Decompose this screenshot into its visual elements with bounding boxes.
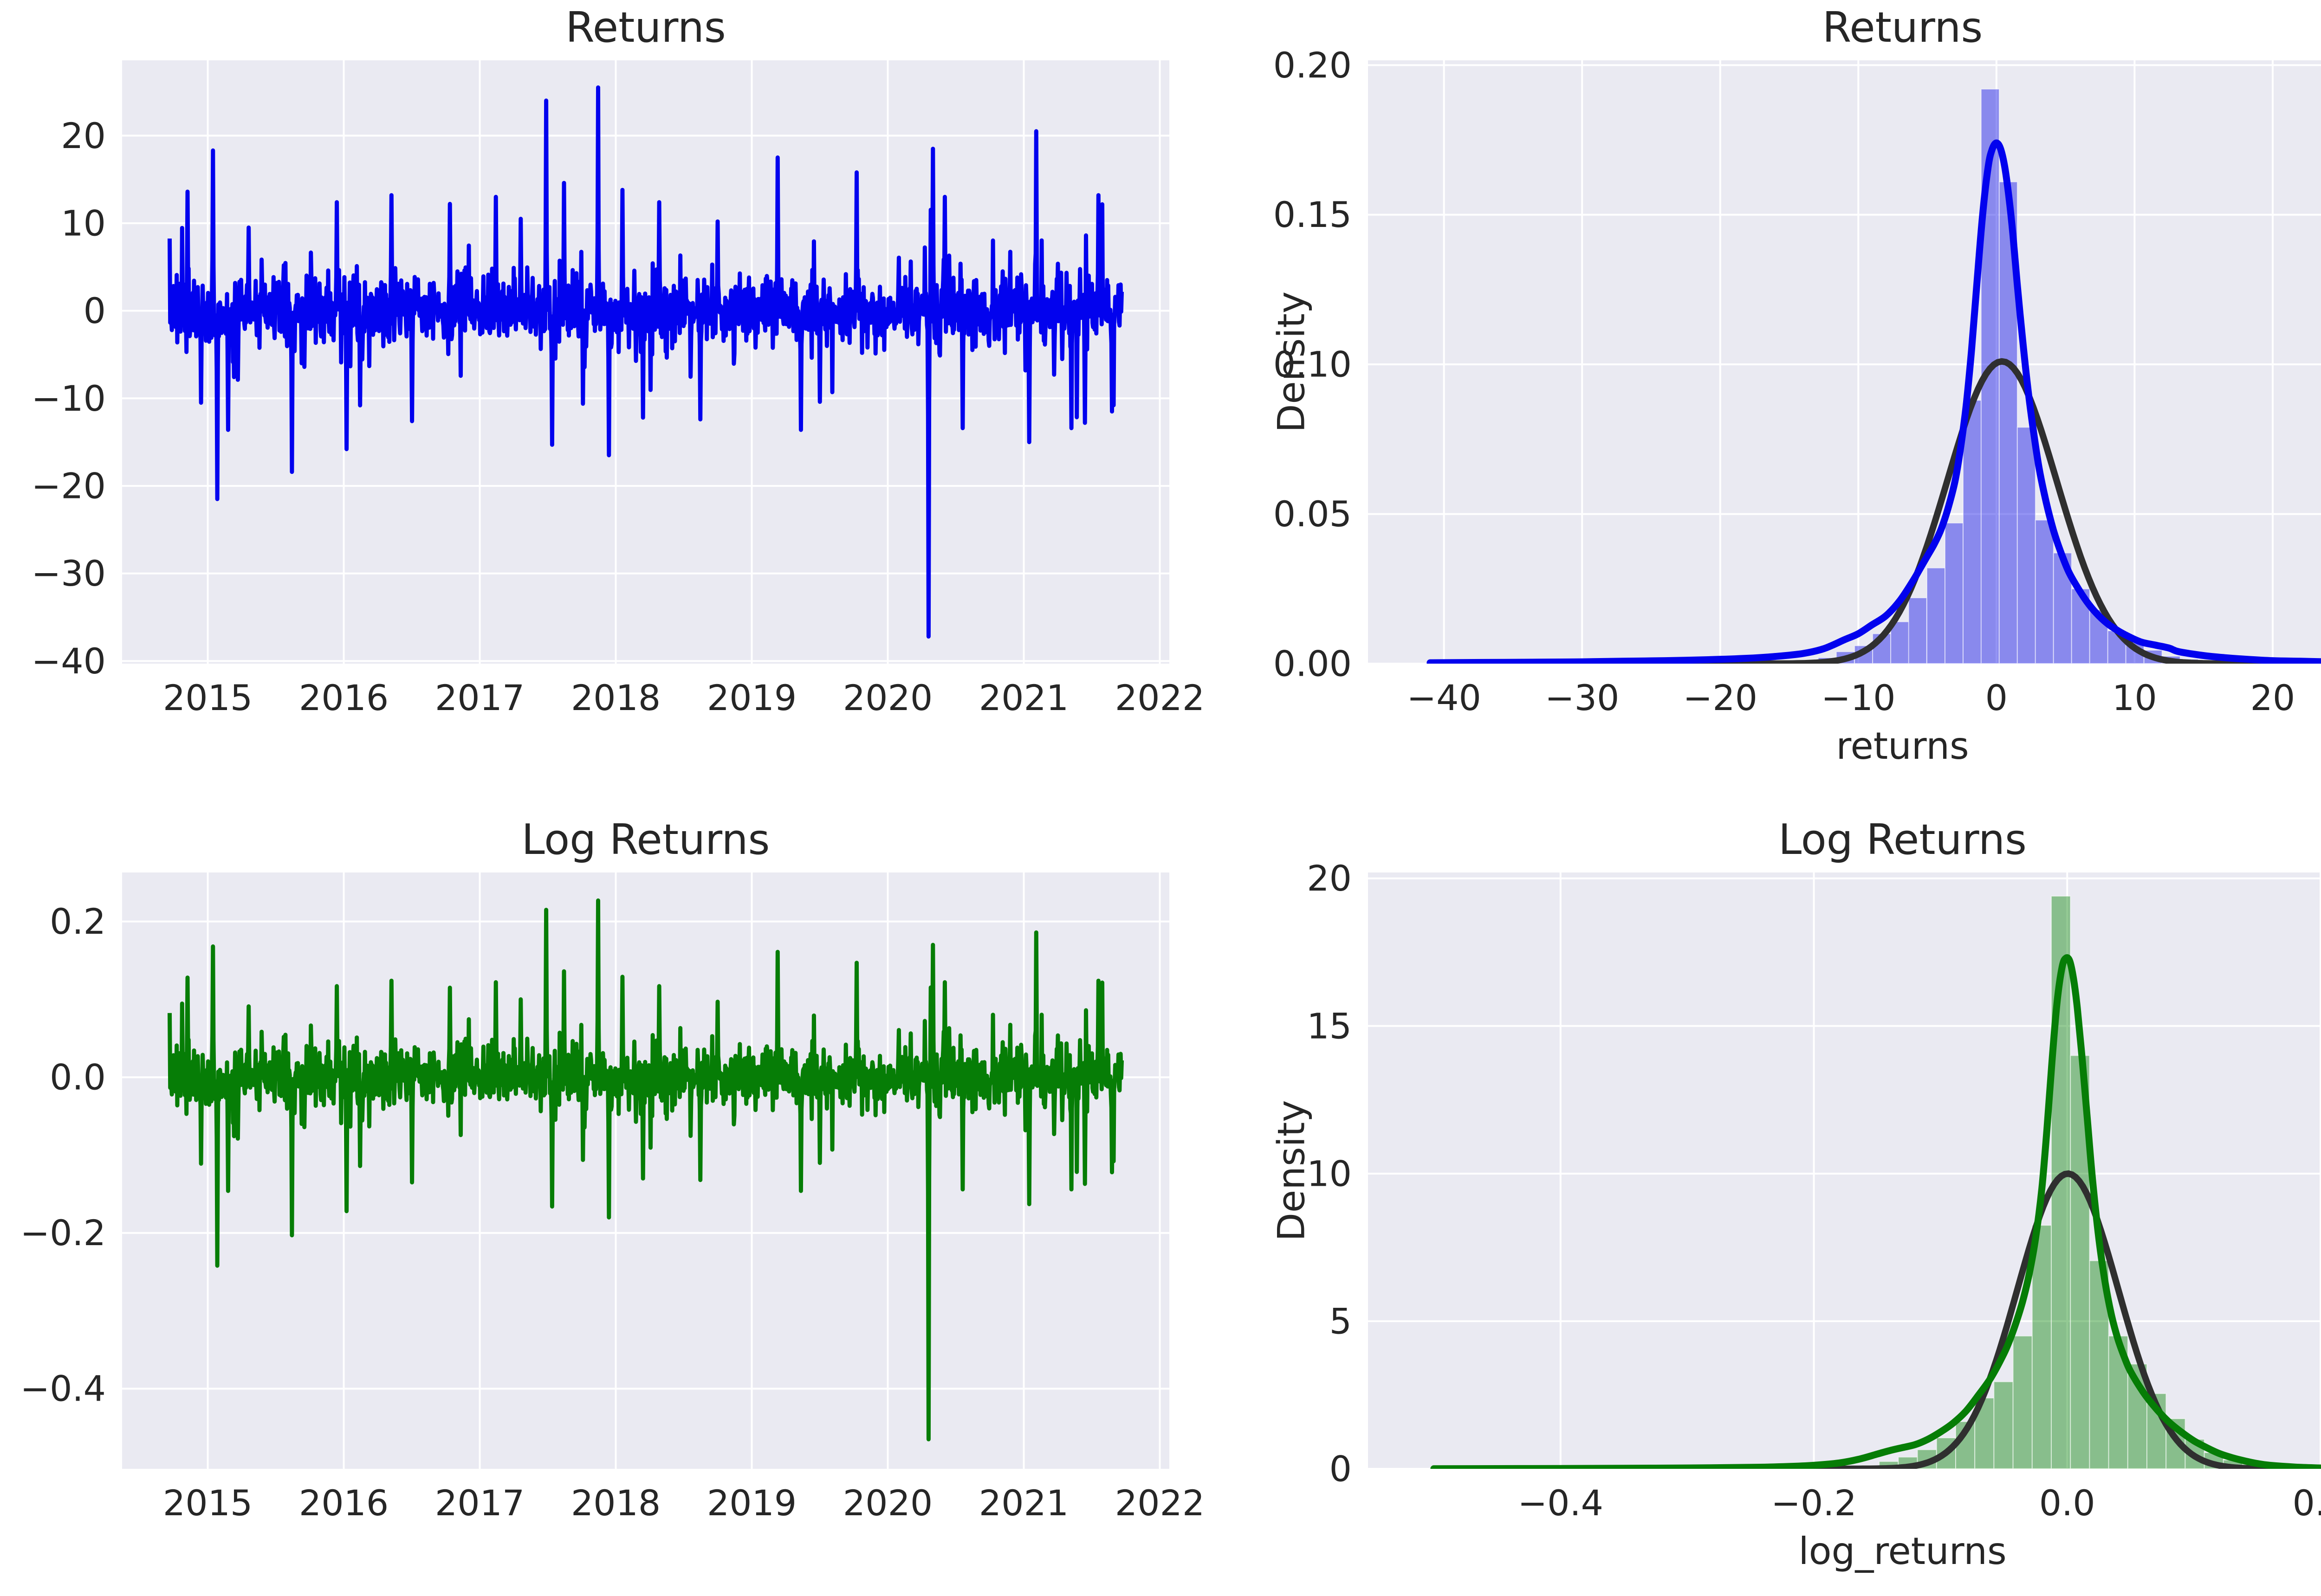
subplot-log-returns-hist: −0.4 −0.2 0.0 0.2 0 5 10 15 20 Log Returns log_ret… — [1270, 815, 2321, 1573]
x-tick-label: 2020 — [843, 1482, 933, 1524]
y-tick-label: 10 — [1307, 1153, 1352, 1194]
x-tick-label: 2022 — [1115, 1482, 1205, 1524]
x-tick-label: 0.2 — [2293, 1482, 2321, 1524]
chart-title-returns-line: Returns — [565, 3, 726, 52]
y-tick-label: 5 — [1329, 1300, 1352, 1342]
x-tick-label: 2015 — [163, 677, 253, 718]
kde-curve-log-returns-hist — [1430, 954, 2321, 1469]
x-tick-label: 2018 — [571, 1482, 661, 1524]
normal-curve-returns-hist — [1426, 358, 2321, 664]
x-axis-label-returns-hist: returns — [1836, 724, 1969, 768]
x-tick-label: 0.0 — [2039, 1482, 2095, 1524]
y-tick-label: 15 — [1307, 1005, 1352, 1047]
y-tick-label: 0.2 — [50, 901, 106, 942]
y-tick-label: 0.20 — [1273, 45, 1352, 86]
y-tick-label: −30 — [32, 553, 106, 594]
x-tick-label: 2022 — [1115, 677, 1205, 718]
x-tick-label: 2018 — [571, 677, 661, 718]
x-tick-label: −20 — [1683, 677, 1757, 718]
x-tick-label: 2017 — [435, 1482, 525, 1524]
histogram-bars-returns-hist — [1473, 88, 2289, 664]
y-tick-label: 10 — [61, 202, 106, 244]
y-tick-label: 0.05 — [1273, 493, 1352, 535]
x-tick-label: 2017 — [435, 677, 525, 718]
y-tick-label: 0.0 — [50, 1057, 106, 1098]
tick-labels-log-returns-hist: −0.4 −0.2 0.0 0.2 0 5 10 15 20 — [1307, 858, 2321, 1524]
chart-title-log-returns-line: Log Returns — [522, 815, 770, 864]
y-tick-label: −40 — [32, 640, 106, 682]
x-tick-label: 2021 — [979, 677, 1069, 718]
x-tick-label: 2019 — [707, 1482, 797, 1524]
x-tick-label: 2019 — [707, 677, 797, 718]
axes-background-returns-hist — [1368, 60, 2321, 664]
x-tick-label: 2015 — [163, 1482, 253, 1524]
x-axis-label-log-returns-hist: log_returns — [1798, 1530, 2006, 1573]
x-tick-label: 10 — [2112, 677, 2157, 718]
subplot-returns-line: 2015 2016 2017 2018 2019 2020 2021 2022 20 10 0 −10… — [32, 3, 1205, 718]
tick-labels-returns-line: 2015 2016 2017 2018 2019 2020 2021 2022 20 10 0 −10… — [32, 115, 1205, 718]
y-tick-label: 0 — [84, 290, 106, 331]
x-tick-label: 2021 — [979, 1482, 1069, 1524]
y-tick-label: 0.00 — [1273, 643, 1352, 685]
x-tick-label: 2020 — [843, 677, 933, 718]
tick-labels-log-returns-line: 2015 2016 2017 2018 2019 2020 2021 2022 0.2 0.0 −0… — [20, 901, 1205, 1524]
y-tick-label: 20 — [1307, 858, 1352, 899]
axes-background-log-returns-hist — [1368, 872, 2321, 1469]
series-line-log-returns-line — [168, 898, 1124, 1441]
series-line-returns-line — [168, 85, 1124, 639]
x-tick-label: −40 — [1407, 677, 1481, 718]
x-tick-label: −0.4 — [1517, 1482, 1603, 1524]
x-tick-label: 0 — [1985, 677, 2008, 718]
subplot-returns-hist: −40−30−20−1001020300.000.050.100.150.20R… — [1270, 3, 2321, 768]
x-tick-label: 20 — [2250, 677, 2295, 718]
chart-title-log-returns-hist: Log Returns — [1778, 815, 2027, 864]
y-tick-label: −20 — [32, 465, 106, 506]
axes-background-returns-line — [122, 60, 1169, 664]
subplot-log-returns-line: 2015 2016 2017 2018 2019 2020 2021 2022 0.2 0.0 −0… — [20, 815, 1205, 1524]
y-axis-label-log-returns-hist: Density — [1270, 1100, 1313, 1241]
y-tick-label: −10 — [32, 378, 106, 419]
y-tick-label: 20 — [61, 115, 106, 156]
x-tick-label: −10 — [1821, 677, 1895, 718]
tick-labels-returns-hist: −40−30−20−1001020300.000.050.100.150.20 — [1273, 45, 2295, 718]
x-tick-label: −0.2 — [1771, 1482, 1857, 1524]
kde-curve-returns-hist — [1426, 139, 2321, 664]
x-tick-label: 2016 — [299, 677, 389, 718]
y-tick-label: 0.15 — [1273, 194, 1352, 235]
y-tick-label: 0 — [1329, 1448, 1352, 1490]
axes-background-log-returns-line — [122, 872, 1169, 1469]
x-tick-label: 2016 — [299, 1482, 389, 1524]
chart-title-returns-hist: Returns — [1822, 3, 1983, 52]
y-tick-label: −0.4 — [20, 1368, 106, 1409]
x-tick-label: −30 — [1545, 677, 1619, 718]
y-axis-label-returns-hist: Density — [1270, 291, 1313, 433]
y-tick-label: −0.2 — [20, 1212, 106, 1254]
y-tick-label: 0.10 — [1273, 344, 1352, 385]
